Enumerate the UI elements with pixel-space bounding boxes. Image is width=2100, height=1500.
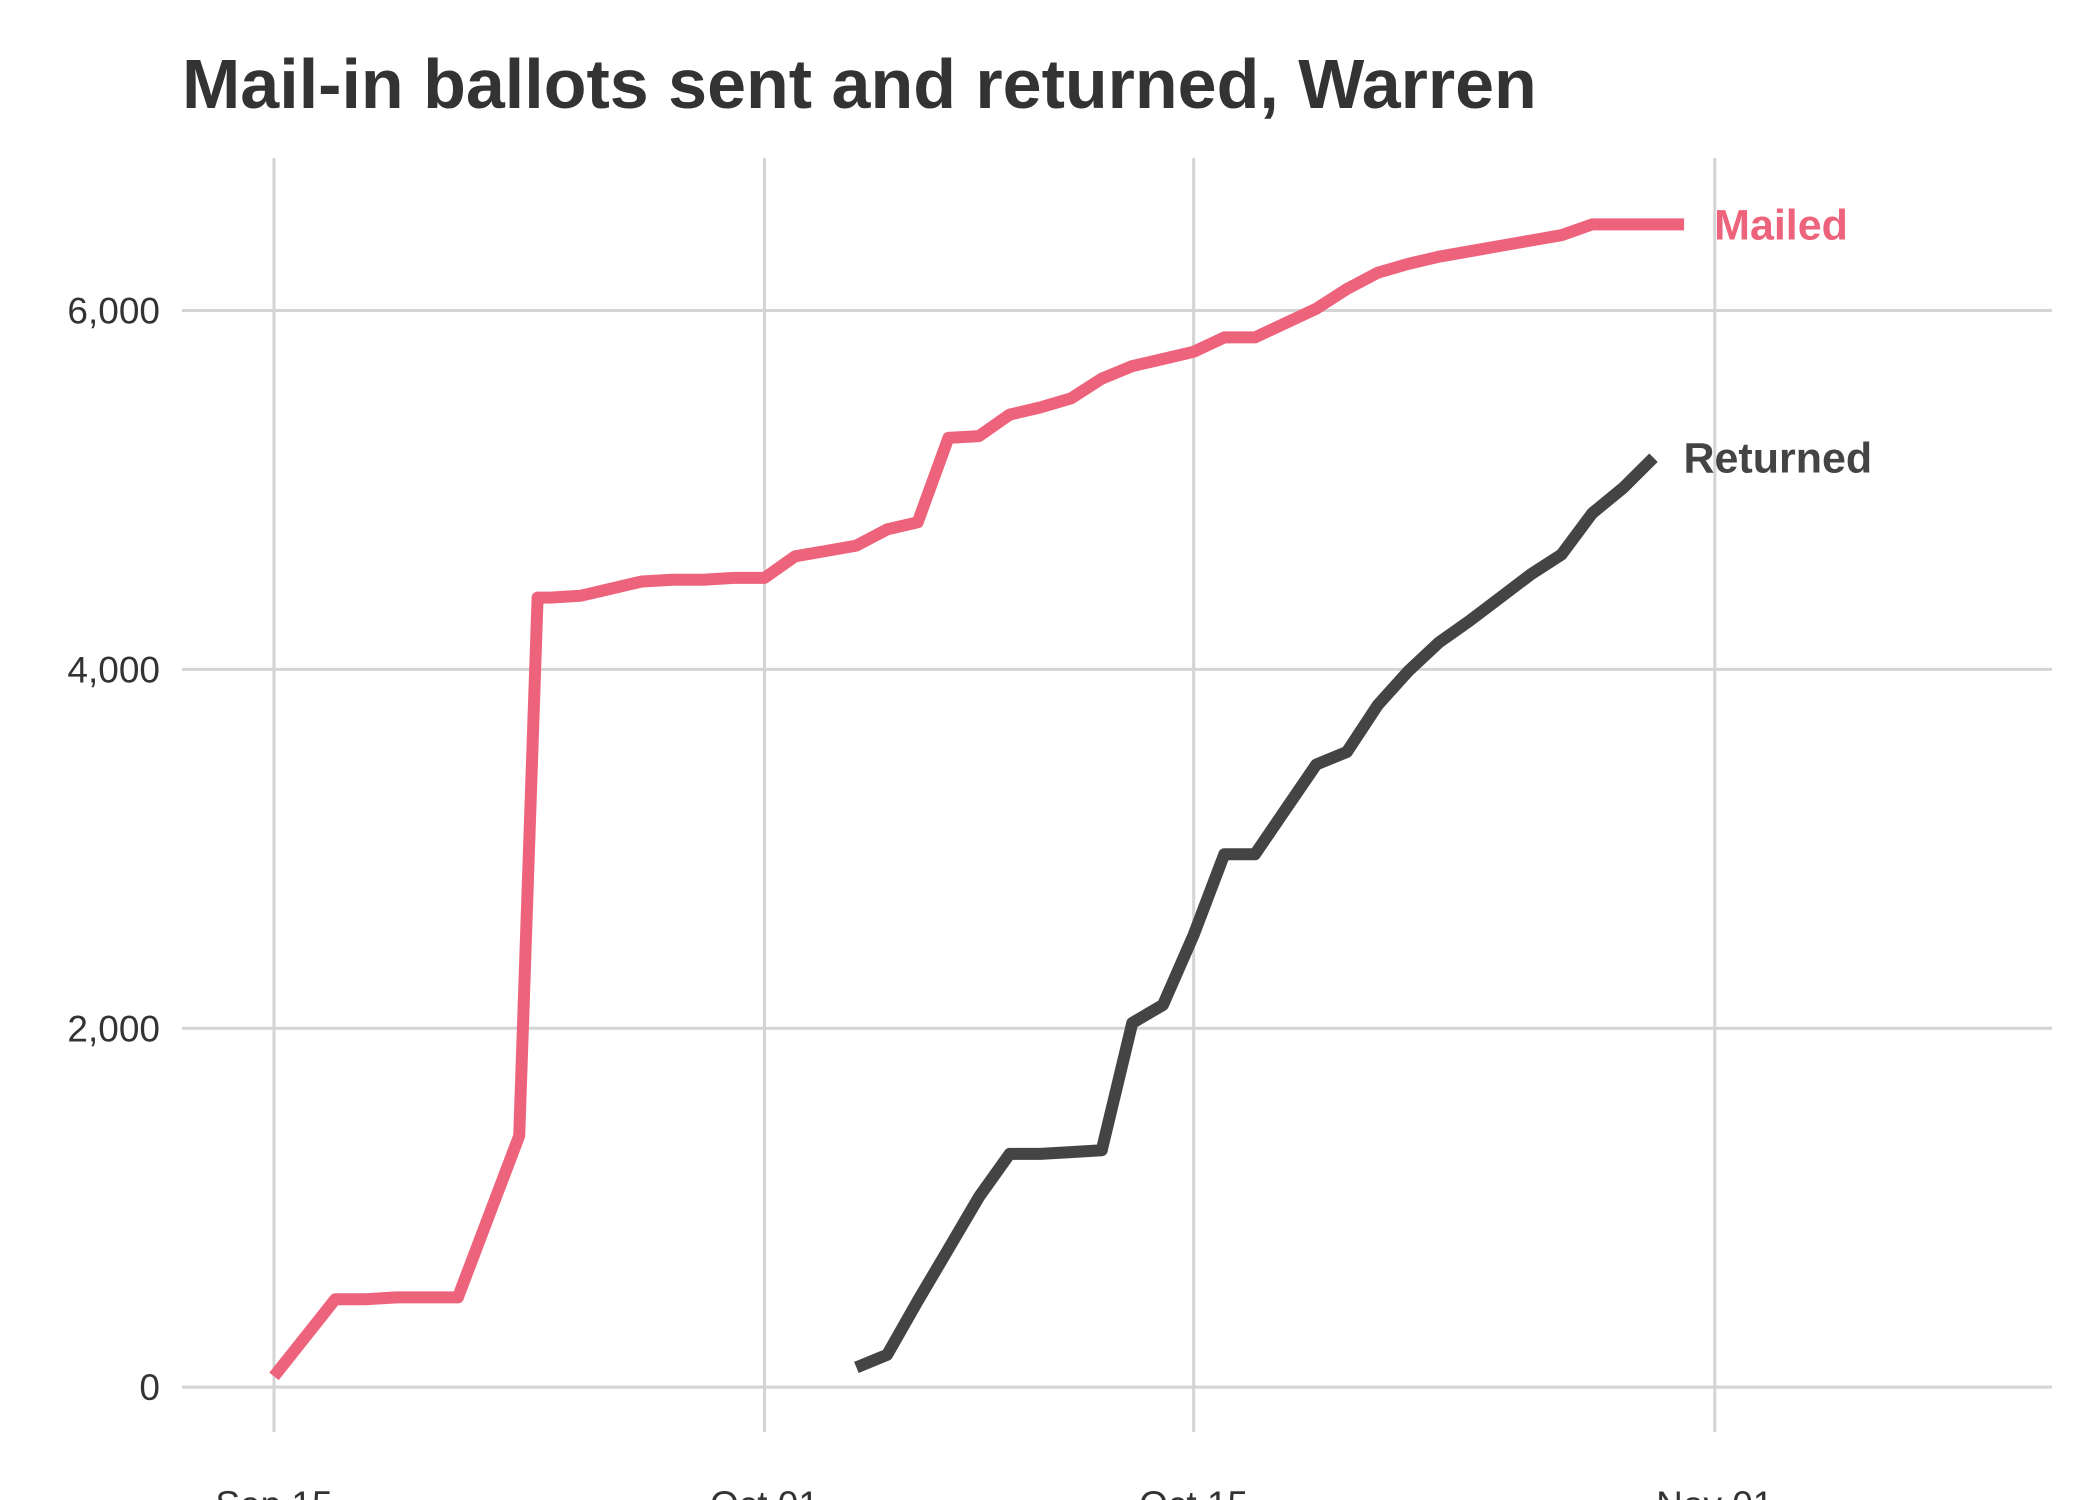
series-label-mailed: Mailed (1714, 201, 1848, 249)
horizontal-gridlines (182, 309, 2052, 1389)
series-label-returned: Returned (1683, 435, 1872, 483)
y-tick-label: 6,000 (67, 291, 160, 332)
x-axis-tick-labels: Sep 15 Oct 01 Oct 15 Nov 01 (215, 1484, 1773, 1500)
chart-title: Mail-in ballots sent and returned, Warre… (182, 45, 1537, 123)
y-tick-label: 4,000 (67, 649, 160, 690)
vertical-gridlines (272, 158, 1717, 1432)
y-tick-label: 2,000 (67, 1008, 160, 1049)
x-tick-label: Nov 01 (1656, 1484, 1773, 1500)
x-tick-label: Sep 15 (215, 1484, 332, 1500)
series-line-returned (854, 453, 1658, 1373)
x-tick-label: Oct 01 (710, 1484, 819, 1500)
y-axis-tick-labels: 0 2,000 4,000 6,000 (67, 291, 160, 1409)
series-line-mailed (269, 218, 1685, 1381)
series-labels: Mailed Returned (1683, 201, 1872, 482)
series-lines (269, 218, 1685, 1381)
y-tick-label: 0 (139, 1367, 160, 1408)
x-tick-label: Oct 15 (1139, 1484, 1248, 1500)
